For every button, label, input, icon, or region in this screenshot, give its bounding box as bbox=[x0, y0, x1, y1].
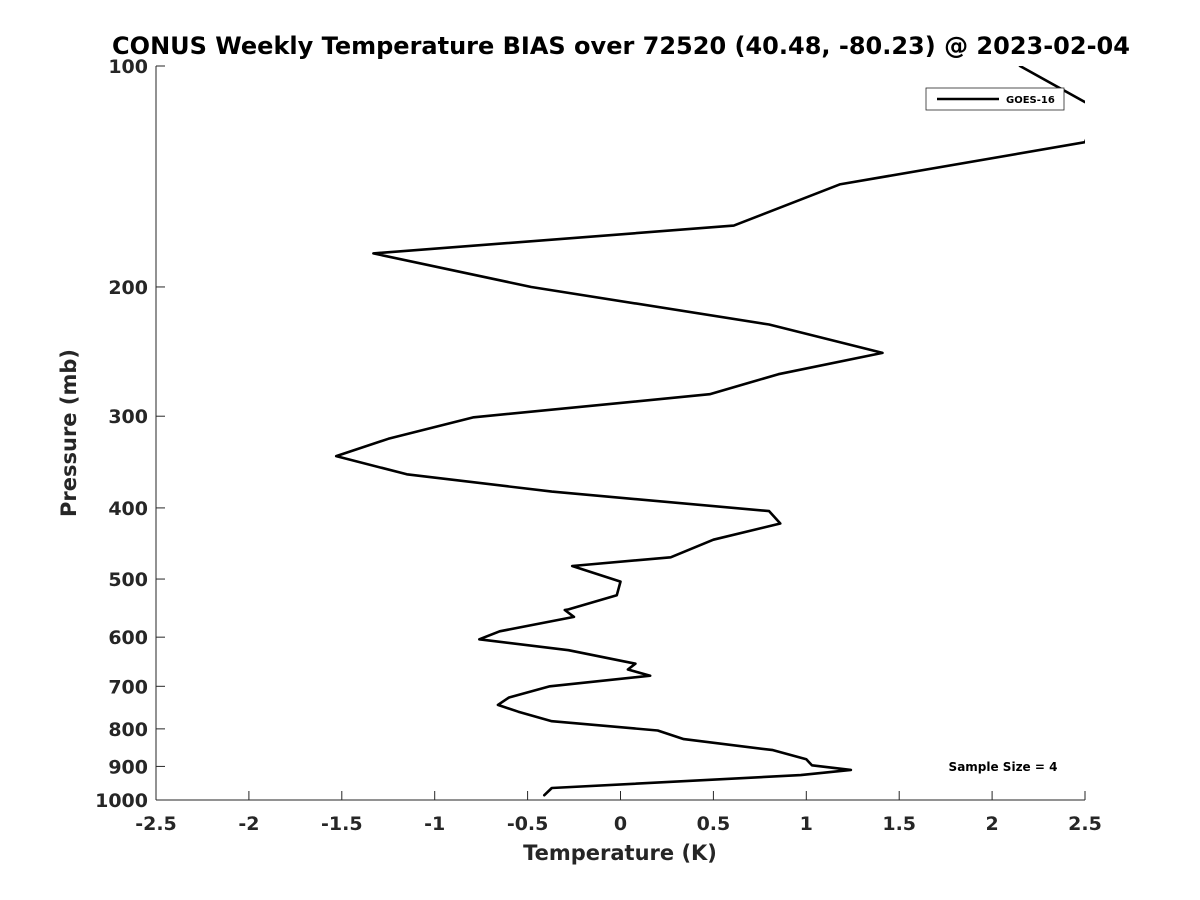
y-tick-label: 900 bbox=[108, 756, 148, 778]
y-tick-label: 300 bbox=[108, 406, 148, 428]
x-tick-label: -1.5 bbox=[321, 813, 363, 835]
x-tick-label: -0.5 bbox=[507, 813, 549, 835]
legend: GOES-16 bbox=[925, 87, 1065, 111]
series-line-goes-16 bbox=[334, 66, 1085, 797]
y-tick-label: 400 bbox=[108, 498, 148, 520]
chart-title: CONUS Weekly Temperature BIAS over 72520… bbox=[112, 32, 1130, 60]
x-tick-label: 2 bbox=[985, 813, 998, 835]
x-tick-label: 0 bbox=[614, 813, 627, 835]
x-tick-label: 2.5 bbox=[1068, 813, 1102, 835]
series-group bbox=[334, 66, 1085, 797]
y-tick-label: 500 bbox=[108, 569, 148, 591]
y-tick-label: 1000 bbox=[95, 790, 148, 812]
y-ticks: 100 200 300 400 500 600 700 800 900 1000 bbox=[95, 56, 165, 812]
y-tick-label: 800 bbox=[108, 719, 148, 741]
x-axis-label: Temperature (K) bbox=[523, 841, 717, 865]
x-tick-label: -2 bbox=[238, 813, 259, 835]
plot-area: -2.5 -2 -1.5 -1 -0.5 0 0.5 1 1.5 2 2.5 100 200 300 40… bbox=[95, 56, 1102, 835]
y-tick-label: 700 bbox=[108, 676, 148, 698]
x-ticks: -2.5 -2 -1.5 -1 -0.5 0 0.5 1 1.5 2 2.5 bbox=[135, 791, 1102, 835]
legend-label-goes-16: GOES-16 bbox=[1006, 95, 1055, 106]
x-tick-label: 1.5 bbox=[882, 813, 916, 835]
y-axis-label: Pressure (mb) bbox=[57, 349, 81, 517]
sample-size-annotation: Sample Size = 4 bbox=[949, 760, 1058, 774]
y-tick-label: 200 bbox=[108, 277, 148, 299]
x-tick-label: 0.5 bbox=[697, 813, 731, 835]
y-tick-label: 100 bbox=[108, 56, 148, 78]
x-tick-label: -2.5 bbox=[135, 813, 177, 835]
x-tick-label: -1 bbox=[424, 813, 445, 835]
x-tick-label: 1 bbox=[800, 813, 813, 835]
y-tick-label: 600 bbox=[108, 627, 148, 649]
